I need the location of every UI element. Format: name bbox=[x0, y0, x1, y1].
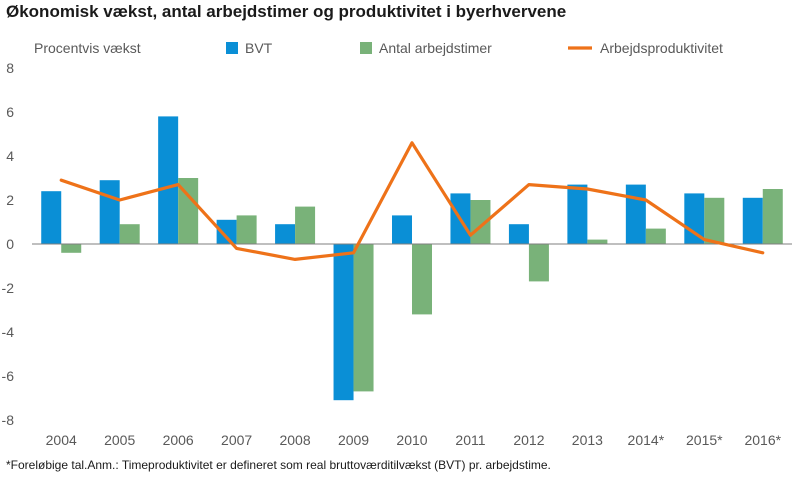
y-tick-label: -8 bbox=[2, 412, 15, 428]
bar-antal-arbejdstimer bbox=[645, 228, 666, 244]
x-tick-label: 2005 bbox=[104, 432, 135, 448]
legend-label: BVT bbox=[245, 40, 273, 56]
bar-bvt bbox=[742, 197, 763, 244]
y-tick-label: 0 bbox=[6, 236, 14, 252]
x-tick-label: 2006 bbox=[163, 432, 194, 448]
bar-antal-arbejdstimer bbox=[61, 244, 82, 253]
series-lines bbox=[59, 141, 765, 261]
bar-bvt bbox=[625, 184, 646, 244]
footnote: *Foreløbige tal.Anm.: Timeproduktivitet … bbox=[6, 458, 551, 472]
x-tick-label: 2007 bbox=[221, 432, 252, 448]
legend-swatch bbox=[360, 42, 372, 54]
bar-antal-arbejdstimer bbox=[528, 244, 549, 282]
bar-bvt bbox=[41, 191, 62, 244]
x-tick-label: 2009 bbox=[338, 432, 369, 448]
y-tick-label: -2 bbox=[2, 280, 15, 296]
bar-bvt bbox=[333, 244, 354, 401]
bar-antal-arbejdstimer bbox=[178, 178, 199, 244]
y-axis-label: Procentvis vækst bbox=[34, 40, 141, 56]
y-tick-label: 2 bbox=[6, 192, 14, 208]
x-tick-label: 2012 bbox=[513, 432, 544, 448]
y-axis-tick-labels: 8 6 4 2 0 -2 -4 -6 -8 bbox=[2, 60, 15, 428]
x-tick-label: 2004 bbox=[46, 432, 77, 448]
legend: BVT Antal arbejdstimer Arbejdsproduktivite… bbox=[226, 40, 723, 56]
y-tick-label: -4 bbox=[2, 324, 15, 340]
x-axis-tick-labels: 2004 2005 2006 2007 2008 2009 2010 2011 2012 2013… bbox=[46, 432, 782, 448]
bar-bvt bbox=[275, 224, 296, 244]
line-arbejdsproduktivitet bbox=[59, 141, 765, 261]
x-tick-label: 2013 bbox=[572, 432, 603, 448]
bars bbox=[41, 116, 783, 401]
x-tick-label: 2014* bbox=[628, 432, 665, 448]
bar-antal-arbejdstimer bbox=[119, 224, 140, 244]
bar-bvt bbox=[99, 180, 120, 244]
bar-bvt bbox=[567, 184, 588, 244]
bar-antal-arbejdstimer bbox=[470, 200, 491, 244]
y-tick-label: 8 bbox=[6, 60, 14, 76]
bar-antal-arbejdstimer bbox=[295, 206, 316, 244]
bar-bvt bbox=[158, 116, 179, 244]
x-tick-label: 2008 bbox=[279, 432, 310, 448]
bar-antal-arbejdstimer bbox=[236, 215, 257, 244]
x-tick-label: 2011 bbox=[455, 432, 485, 448]
bar-bvt bbox=[392, 215, 412, 244]
x-tick-label: 2015* bbox=[686, 432, 723, 448]
chart-title: Økonomisk vækst, antal arbejdstimer og p… bbox=[6, 2, 567, 21]
bar-bvt bbox=[216, 219, 237, 244]
bar-antal-arbejdstimer bbox=[704, 197, 725, 244]
bar-antal-arbejdstimer bbox=[353, 244, 374, 392]
y-tick-label: 4 bbox=[6, 148, 14, 164]
bar-antal-arbejdstimer bbox=[762, 189, 783, 244]
legend-label: Arbejdsproduktivitet bbox=[600, 40, 723, 56]
bar-antal-arbejdstimer bbox=[587, 239, 608, 244]
legend-swatch bbox=[226, 42, 238, 54]
bar-bvt bbox=[508, 224, 529, 244]
legend-label: Antal arbejdstimer bbox=[379, 40, 492, 56]
x-tick-label: 2010 bbox=[396, 432, 427, 448]
x-tick-label: 2016* bbox=[744, 432, 781, 448]
y-tick-label: 6 bbox=[6, 104, 14, 120]
bar-antal-arbejdstimer bbox=[412, 244, 432, 315]
y-tick-label: -6 bbox=[2, 368, 15, 384]
